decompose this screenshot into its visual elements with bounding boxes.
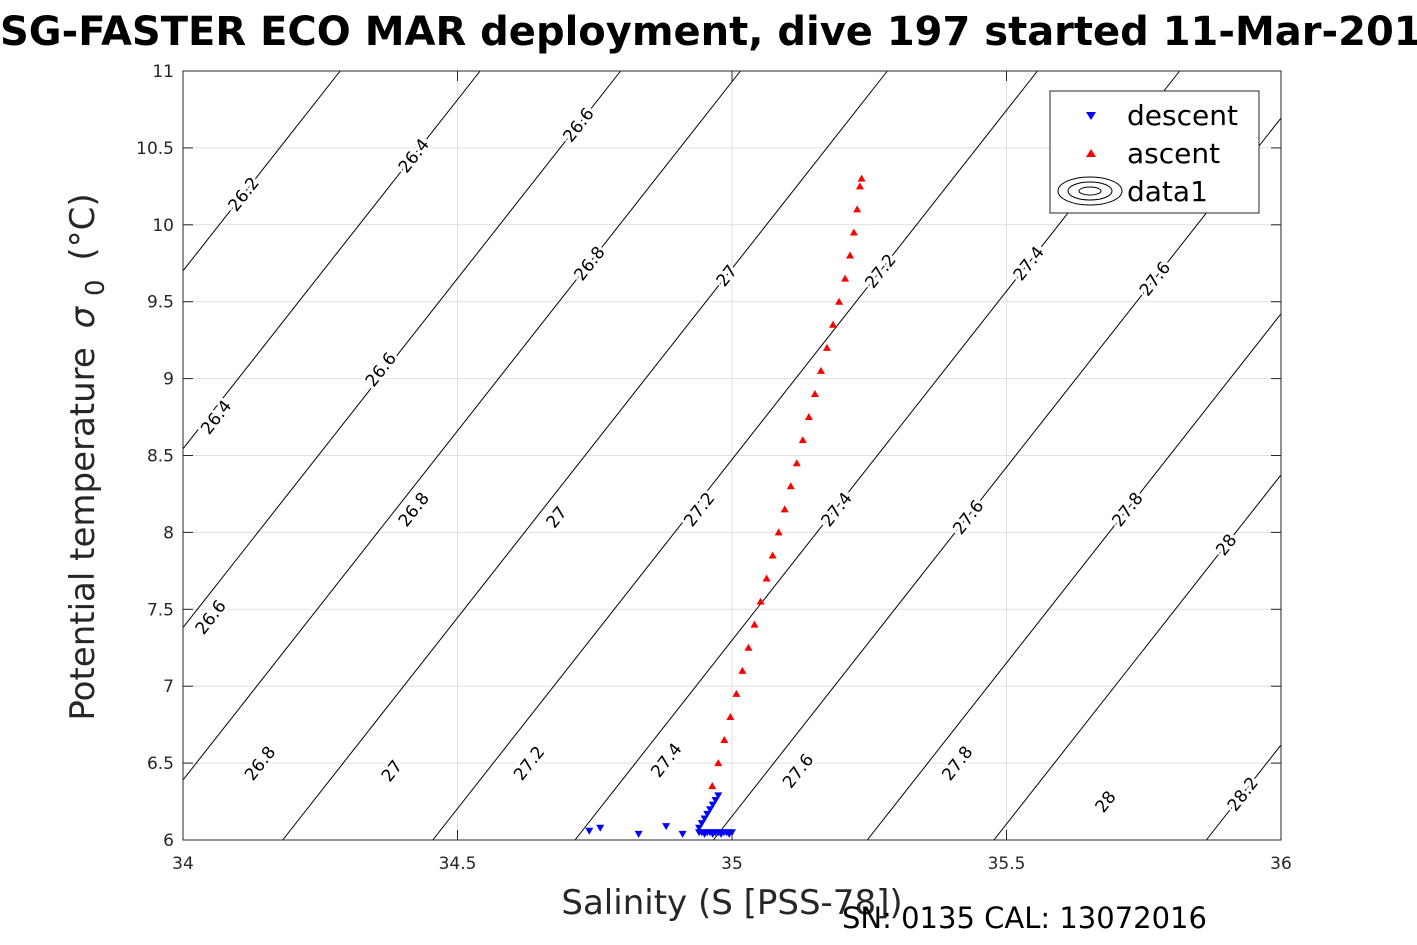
ascent-point — [849, 228, 858, 236]
descent-point — [697, 820, 706, 828]
descent-point — [585, 827, 594, 835]
ascent-point — [822, 343, 831, 351]
descent-point — [706, 806, 715, 814]
contour-line — [993, 474, 1282, 841]
legend-data1-label: data1 — [1127, 175, 1208, 208]
y-tick-label: 11 — [152, 62, 174, 82]
legend-contour-icon — [1057, 176, 1123, 206]
ascent-point — [853, 205, 862, 213]
descent-point — [695, 824, 704, 832]
chart-title: SG-FASTER ECO MAR deployment, dive 197 s… — [0, 9, 1417, 55]
descent-point — [700, 815, 709, 823]
descent-point — [708, 801, 717, 809]
y-axis-label-group: Potential temperature σ 0 (°C) — [63, 193, 113, 720]
contour-line — [182, 70, 741, 781]
contour-line — [282, 70, 888, 841]
ascent-point — [726, 712, 735, 720]
contour-line — [866, 313, 1282, 841]
y-tick-label: 7.5 — [147, 600, 174, 620]
contour-line — [712, 117, 1282, 841]
ascent-point — [768, 551, 777, 559]
x-tick-label: 35.5 — [988, 854, 1026, 874]
y-tick-label: 10.5 — [136, 139, 174, 159]
legend-box — [1049, 90, 1260, 214]
ascent-point — [762, 574, 771, 582]
y-tick-label: 9 — [163, 370, 174, 390]
y-axis-label-symbol: σ — [63, 305, 103, 328]
y-tick-label: 7 — [163, 677, 174, 697]
ascent-point — [774, 528, 783, 536]
descent-point — [714, 792, 723, 800]
y-tick-label: 8.5 — [147, 447, 174, 467]
descent-point — [596, 824, 605, 832]
ascent-point — [780, 505, 789, 513]
ascent-point — [744, 643, 753, 651]
ascent-point — [720, 736, 729, 744]
y-tick-label: 10 — [152, 216, 174, 236]
y-axis-label-text: Potential temperature — [63, 347, 103, 720]
contour-line — [432, 70, 1038, 841]
ascent-point — [857, 174, 866, 182]
ascent-point — [714, 759, 723, 767]
y-tick-label: 6 — [163, 831, 174, 851]
ascent-point — [798, 436, 807, 444]
y-axis-label-subscript: 0 — [81, 279, 111, 296]
descent-point — [634, 830, 643, 838]
ascent-point — [732, 689, 741, 697]
contour-line — [1205, 744, 1282, 841]
ascent-point — [750, 620, 759, 628]
ascent-point — [846, 251, 855, 259]
legend-descent-marker — [1086, 112, 1096, 120]
ascent-point — [708, 782, 717, 790]
ascent-point — [792, 459, 801, 467]
descent-point — [711, 797, 720, 805]
serial-calibration-text: SN: 0135 CAL: 13072016 — [842, 901, 1207, 935]
x-tick-label: 36 — [1270, 854, 1292, 874]
legend-ascent-marker — [1086, 149, 1096, 157]
x-tick-label: 34.5 — [439, 854, 477, 874]
axis-ticks: 34 34.5 35 35.5 36 6 6.5 7 7.5 8 8.5 9 9.5 10 10.5 11 — [136, 62, 1292, 874]
y-axis-label: Potential temperature σ 0 (°C) — [63, 193, 113, 720]
x-tick-label: 34 — [172, 854, 194, 874]
legend-ascent-label: ascent — [1127, 137, 1220, 170]
descent-point — [678, 830, 687, 838]
data-points — [585, 174, 866, 838]
ascent-point — [810, 389, 819, 397]
contour-line — [182, 70, 341, 272]
y-tick-label: 9.5 — [147, 293, 174, 313]
ascent-point — [855, 182, 864, 190]
ascent-point — [841, 274, 850, 282]
y-tick-label: 6.5 — [147, 754, 174, 774]
legend: descent ascent data1 — [1049, 90, 1260, 214]
descent-point — [703, 810, 712, 818]
contour-line — [182, 70, 481, 450]
descent-point — [662, 823, 671, 831]
contour-line — [182, 70, 621, 628]
ascent-point — [804, 413, 813, 421]
ascent-point — [738, 666, 747, 674]
ascent-point — [835, 297, 844, 305]
legend-descent-label: descent — [1127, 99, 1238, 132]
ascent-point — [829, 320, 838, 328]
x-tick-label: 35 — [721, 854, 743, 874]
ascent-point — [756, 597, 765, 605]
y-tick-label: 8 — [163, 523, 174, 543]
ascent-point — [786, 482, 795, 490]
x-axis-label: Salinity (S [PSS-78]) — [561, 883, 902, 923]
y-axis-label-unit: (°C) — [63, 193, 103, 260]
ascent-point — [816, 366, 825, 374]
